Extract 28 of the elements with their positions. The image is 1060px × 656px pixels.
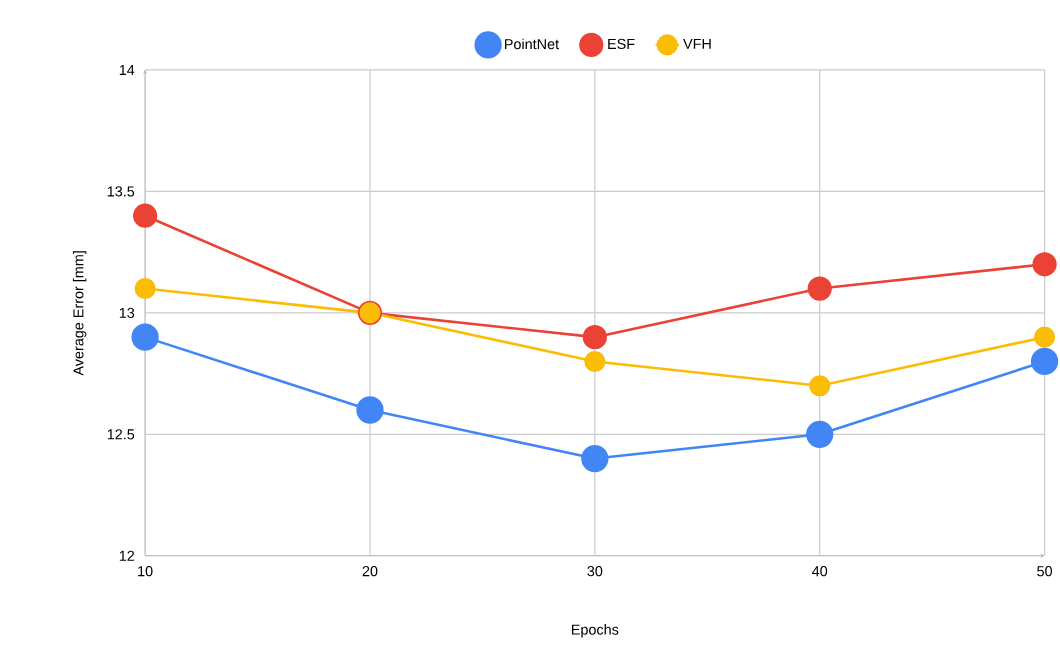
point xyxy=(133,203,158,229)
point xyxy=(1034,326,1056,348)
y-tick-label: 12.5 xyxy=(107,429,135,440)
x-tick-label: 40 xyxy=(812,566,828,577)
y-tick-label: 13 xyxy=(119,307,135,319)
point xyxy=(131,323,159,352)
y-tick-label: 14 xyxy=(119,65,135,76)
point xyxy=(1030,348,1059,376)
x-tick-label: 10 xyxy=(138,566,153,577)
point xyxy=(1032,252,1057,277)
point xyxy=(807,276,832,301)
point xyxy=(582,325,607,350)
x-tick-label: 20 xyxy=(362,566,378,577)
legend-label: VFH xyxy=(683,39,711,50)
point xyxy=(584,351,606,373)
legend-label: ESF xyxy=(608,39,635,50)
x-tick-label: 50 xyxy=(1037,566,1053,577)
y-tick-label: 12 xyxy=(119,550,135,561)
x-tick-label: 30 xyxy=(587,566,603,577)
x-axis-title: Epochs xyxy=(572,624,619,638)
point xyxy=(809,375,831,397)
legend-label: PointNet xyxy=(505,38,559,50)
point xyxy=(134,278,156,300)
point xyxy=(356,396,384,424)
point xyxy=(806,420,834,449)
point xyxy=(581,445,609,473)
y-tick-label: 13.5 xyxy=(107,186,135,197)
y-axis-title: Average Error [mm] xyxy=(72,251,87,376)
